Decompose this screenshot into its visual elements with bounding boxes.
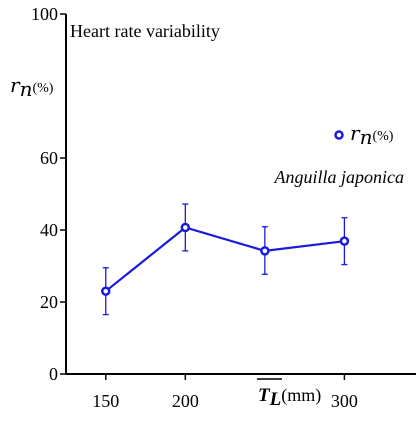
y-tick-label: 40 xyxy=(40,220,58,240)
legend: rn(%) xyxy=(334,121,394,149)
y-axis-label: rn(%) xyxy=(10,73,54,101)
legend-label: rn(%) xyxy=(350,121,394,149)
data-point xyxy=(180,222,191,233)
data-point xyxy=(260,246,270,256)
data-points xyxy=(101,222,350,296)
legend-marker xyxy=(334,130,344,140)
x-axis-ticks: 150 200 300 xyxy=(92,374,358,411)
series-line xyxy=(105,226,345,293)
y-tick-label: 60 xyxy=(40,148,58,168)
x-tick-label: 150 xyxy=(92,391,119,411)
y-tick-label: 20 xyxy=(40,292,58,312)
x-axis-label: TL(mm) xyxy=(257,378,321,410)
axes xyxy=(65,14,416,375)
y-tick-label: 0 xyxy=(49,364,58,384)
x-tick-label: 200 xyxy=(172,391,199,411)
species-annotation: Anguilla japonica xyxy=(274,167,405,187)
svg-text:TL(mm): TL(mm) xyxy=(258,385,321,410)
y-tick-label: 100 xyxy=(31,4,58,24)
data-point xyxy=(101,286,111,296)
error-bars xyxy=(102,203,348,316)
y-axis-ticks: 0 20 40 60 100 xyxy=(31,4,66,384)
series-lines xyxy=(105,226,345,293)
x-tick-label: 300 xyxy=(331,391,358,411)
chart-title: Heart rate variability xyxy=(70,21,220,41)
data-point xyxy=(339,236,350,246)
